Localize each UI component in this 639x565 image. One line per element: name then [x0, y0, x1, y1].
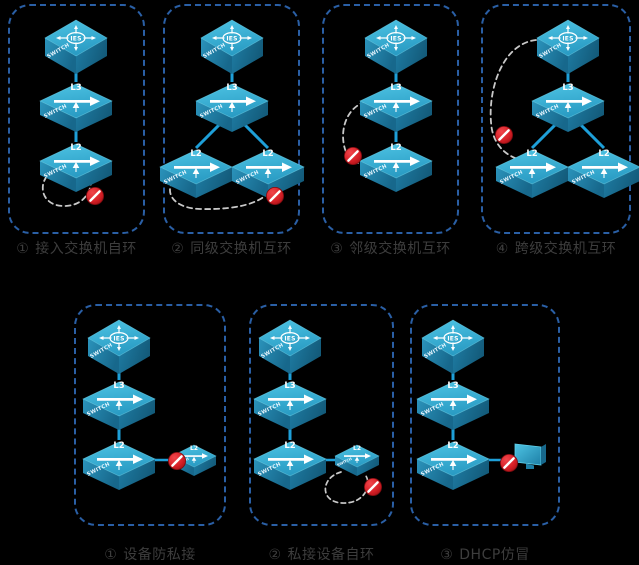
caption-index-3: ③ — [330, 241, 344, 257]
caption-index-5: ① — [104, 547, 118, 563]
block-prohibition-icon — [343, 146, 363, 166]
block-prohibition-icon — [499, 453, 519, 473]
ies-core-switch-icon — [421, 319, 485, 375]
rogue-l2-label: L2 — [190, 445, 198, 452]
l2-label-left: L2 — [526, 149, 537, 159]
caption-panel-5: ① 设备防私接 — [74, 544, 226, 564]
l2-label: L2 — [447, 441, 458, 451]
caption-text-7: DHCP仿冒 — [459, 547, 530, 563]
l2-label: L2 — [390, 143, 401, 153]
l2-label: L2 — [284, 441, 295, 451]
panel-5-topology: L3 L2 L2 — [82, 319, 217, 491]
l3-label: L3 — [562, 83, 573, 93]
ies-core-switch-icon — [87, 319, 151, 375]
rogue-l2-label: L2 — [353, 445, 361, 452]
l2-label-left: L2 — [190, 149, 201, 159]
caption-panel-2: ② 同级交换机互环 — [163, 238, 300, 258]
block-prohibition-icon — [363, 477, 383, 497]
caption-panel-7: ③ DHCP仿冒 — [410, 544, 560, 564]
l3-label: L3 — [284, 381, 295, 391]
caption-panel-6: ② 私接设备自环 — [249, 544, 394, 564]
panel-6-topology: L3 L2 L2 — [253, 319, 383, 504]
panel-1-topology: L3 L2 — [39, 19, 113, 207]
panel-7-topology: L3 L2 — [416, 319, 547, 491]
caption-text-3: 邻级交换机互环 — [349, 241, 451, 257]
ies-core-switch-icon — [364, 19, 428, 75]
block-prohibition-icon — [85, 186, 105, 206]
l2-label: L2 — [70, 143, 81, 153]
caption-panel-3: ③ 邻级交换机互环 — [322, 238, 459, 258]
l2-label-right: L2 — [262, 149, 273, 159]
l3-label: L3 — [113, 381, 124, 391]
dhcp-rogue-server-icon — [514, 443, 547, 470]
panel-4-topology: L3 L2 L2 — [489, 19, 639, 199]
caption-panel-1: ① 接入交换机自环 — [8, 238, 145, 258]
l2-label: L2 — [113, 441, 124, 451]
caption-text-2: 同级交换机互环 — [190, 241, 292, 257]
l3-label: L3 — [226, 83, 237, 93]
block-prohibition-icon — [265, 186, 285, 206]
caption-index-1: ① — [16, 241, 30, 257]
ies-core-switch-icon — [258, 319, 322, 375]
caption-index-7: ③ — [440, 547, 454, 563]
l3-label: L3 — [390, 83, 401, 93]
ies-core-switch-icon — [44, 19, 108, 75]
caption-index-6: ② — [268, 547, 282, 563]
caption-text-6: 私接设备自环 — [287, 547, 375, 563]
ies-core-switch-icon — [536, 19, 600, 75]
caption-index-4: ④ — [495, 241, 509, 257]
caption-panel-4: ④ 跨级交换机互环 — [481, 238, 631, 258]
caption-index-2: ② — [171, 241, 185, 257]
loop-dashed-arc-icon — [324, 471, 369, 504]
l3-label: L3 — [447, 381, 458, 391]
panel-2-topology: L3 L2 L2 — [159, 19, 305, 210]
l2-label-right: L2 — [598, 149, 609, 159]
caption-text-4: 跨级交换机互环 — [514, 241, 617, 257]
ies-core-switch-icon — [200, 19, 264, 75]
l3-label: L3 — [70, 83, 81, 93]
caption-text-5: 设备防私接 — [123, 547, 196, 563]
block-prohibition-icon — [494, 125, 514, 145]
block-prohibition-icon — [167, 451, 187, 471]
panel-3-topology: L3 L2 — [342, 19, 433, 193]
caption-text-1: 接入交换机自环 — [35, 241, 137, 257]
loop-dashed-arc-icon — [489, 39, 537, 161]
